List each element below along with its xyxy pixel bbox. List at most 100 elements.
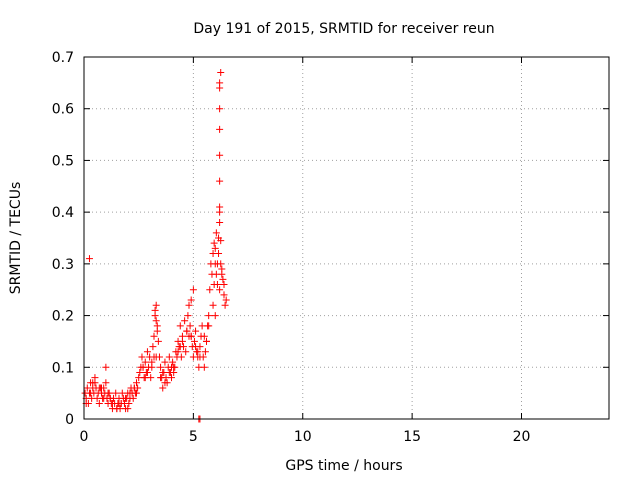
data-point <box>192 343 200 351</box>
data-point <box>209 301 217 309</box>
data-point <box>206 286 214 294</box>
data-point <box>141 358 149 366</box>
grid-lines <box>84 57 609 419</box>
x-axis-label: GPS time / hours <box>285 458 402 474</box>
data-point <box>159 368 167 376</box>
data-point <box>115 399 123 407</box>
data-point <box>216 79 224 87</box>
data-point <box>210 239 218 247</box>
data-point <box>184 312 192 320</box>
y-tick-label: 0.4 <box>52 205 74 221</box>
data-point <box>178 337 186 345</box>
y-axis-ticks: 0 0.1 0.2 0.3 0.4 0.5 0.6 0.7 <box>52 50 609 428</box>
data-point <box>211 244 219 252</box>
data-point <box>141 374 149 382</box>
data-point <box>104 389 112 397</box>
y-tick-label: 0.2 <box>52 309 74 325</box>
data-point <box>194 348 202 356</box>
data-point <box>102 363 110 371</box>
data-point <box>205 312 213 320</box>
data-point <box>201 348 209 356</box>
data-point <box>181 317 189 325</box>
data-point <box>216 125 224 133</box>
data-point <box>136 368 144 376</box>
data-point <box>216 286 224 294</box>
data-point <box>143 348 151 356</box>
data-point <box>161 358 169 366</box>
data-point <box>125 399 133 407</box>
y-tick-label: 0.5 <box>52 153 74 169</box>
plot-frame <box>83 56 610 420</box>
data-point <box>176 343 184 351</box>
data-point <box>168 363 175 371</box>
data-point <box>176 322 184 330</box>
data-point <box>216 218 224 226</box>
data-point <box>220 291 228 299</box>
data-point <box>187 296 195 304</box>
y-tick-label: 0.7 <box>52 50 74 66</box>
data-point <box>220 281 228 289</box>
y-tick-label: 0.3 <box>52 257 74 273</box>
data-point <box>221 301 229 309</box>
x-tick-label: 20 <box>513 429 531 445</box>
data-point <box>183 327 191 335</box>
data-points <box>81 69 230 423</box>
data-point <box>189 286 197 294</box>
data-point <box>150 353 158 361</box>
y-axis-label: SRMTID / TECUs <box>8 182 24 295</box>
data-point <box>212 229 220 237</box>
data-point <box>213 260 221 268</box>
data-point <box>182 348 190 356</box>
data-point <box>159 384 167 392</box>
data-point <box>157 363 165 371</box>
y-tick-label: 0 <box>65 412 74 428</box>
data-point <box>87 389 95 397</box>
data-point <box>200 332 208 340</box>
data-point <box>138 353 146 361</box>
data-point <box>122 394 130 402</box>
data-point <box>102 379 110 387</box>
data-point <box>108 399 116 407</box>
x-tick-label: 10 <box>294 429 312 445</box>
data-point <box>148 358 156 366</box>
data-point <box>157 374 165 382</box>
data-point <box>133 389 140 397</box>
data-point <box>95 399 103 407</box>
data-point <box>126 389 134 397</box>
data-point <box>203 337 210 345</box>
data-point <box>130 384 138 392</box>
x-axis-ticks: 0 5 10 15 20 <box>80 57 531 445</box>
data-point <box>143 368 151 376</box>
data-point <box>219 275 227 283</box>
data-point <box>139 363 147 371</box>
data-point <box>222 296 230 304</box>
data-point <box>100 394 108 402</box>
data-point <box>113 405 121 413</box>
data-point <box>185 332 193 340</box>
data-point <box>217 237 225 245</box>
data-point <box>216 105 224 113</box>
data-point <box>112 389 120 397</box>
data-point <box>89 379 97 387</box>
data-point <box>165 368 173 376</box>
data-point <box>174 348 182 356</box>
x-tick-label: 5 <box>189 429 198 445</box>
data-point <box>177 353 185 361</box>
data-point <box>217 69 225 77</box>
data-point <box>186 322 194 330</box>
data-point <box>196 353 204 361</box>
data-point <box>213 281 221 289</box>
data-point <box>169 358 177 366</box>
data-point <box>165 353 173 361</box>
data-point <box>153 327 161 335</box>
data-point <box>150 332 158 340</box>
data-point <box>133 379 140 387</box>
data-point <box>152 301 160 309</box>
data-point <box>211 312 219 320</box>
data-point <box>85 255 93 263</box>
data-point <box>124 405 132 413</box>
data-point <box>192 327 200 335</box>
data-point <box>190 337 198 345</box>
x-tick-label: 15 <box>403 429 421 445</box>
